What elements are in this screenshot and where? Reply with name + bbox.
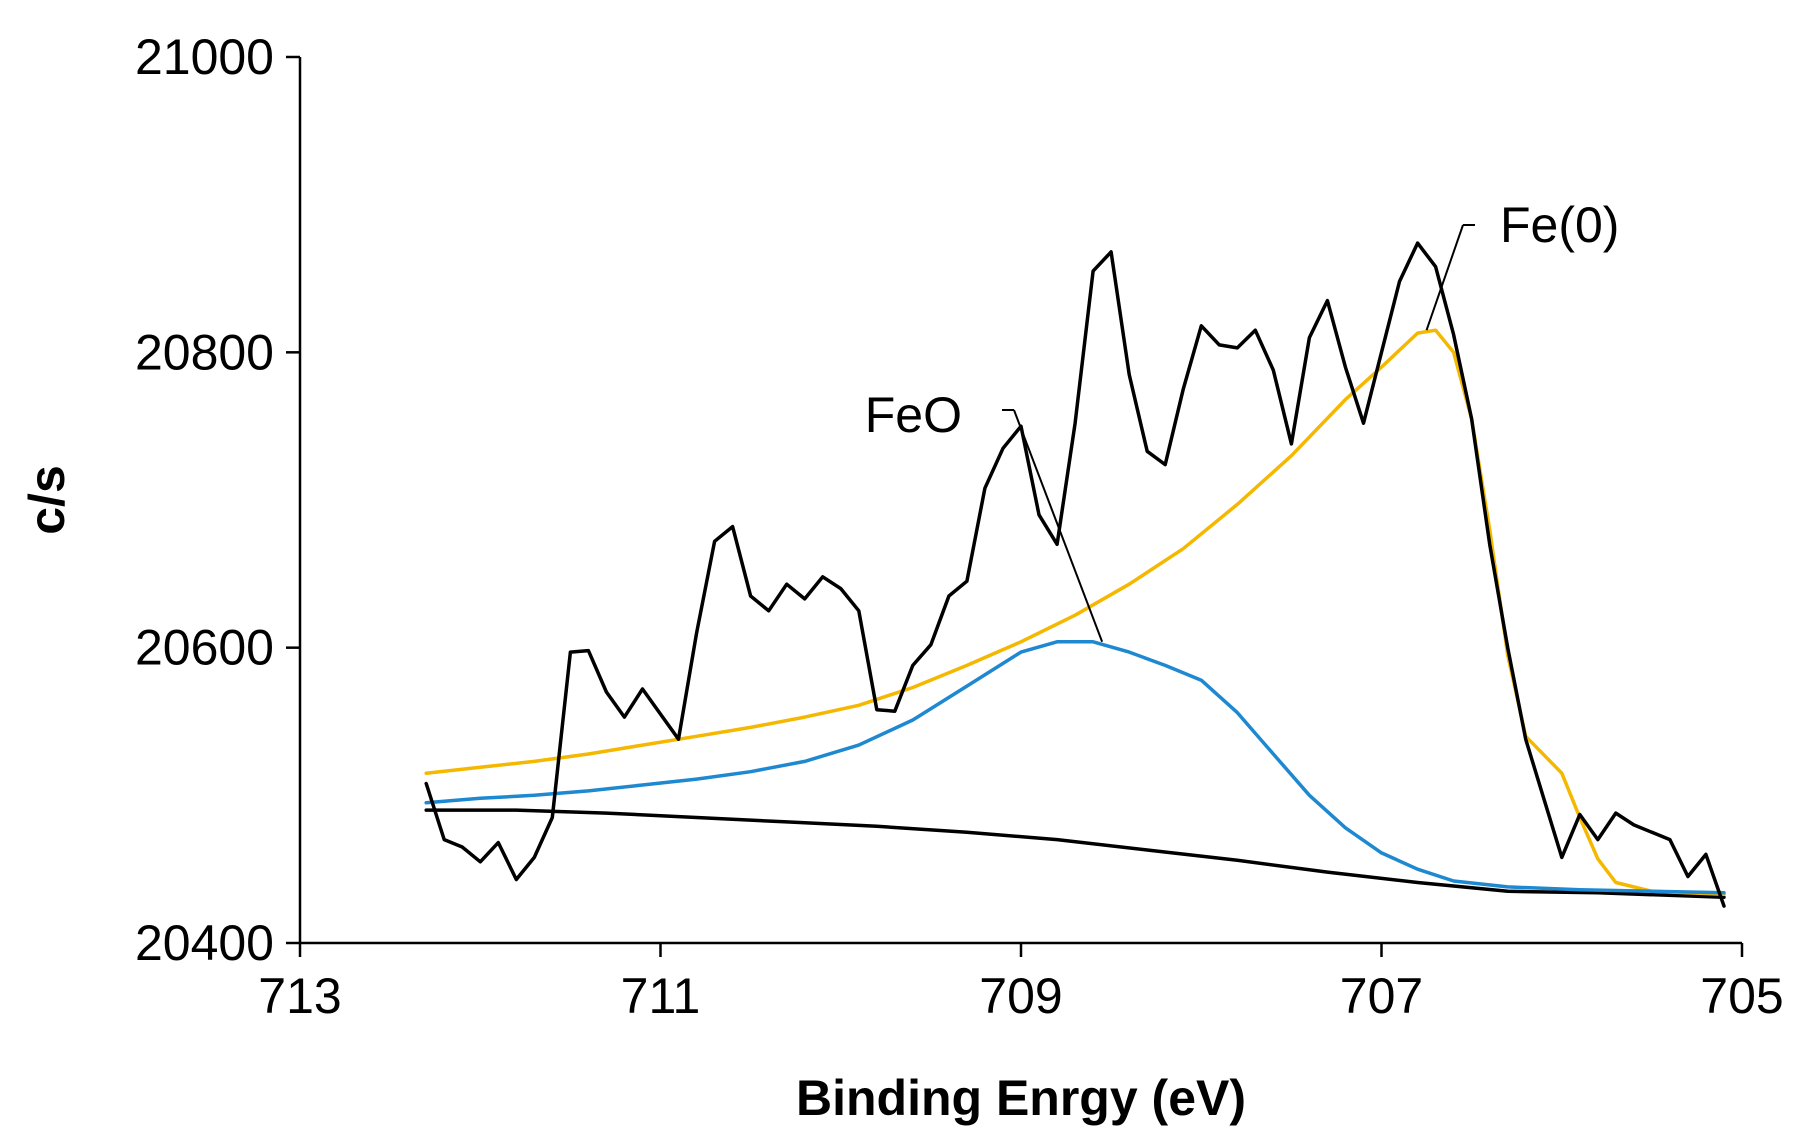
feo-leader-line [1013, 409, 1104, 643]
x-tick-label: 711 [621, 968, 701, 1024]
series-measured-line [424, 241, 1726, 908]
fe0-leader-line [1425, 224, 1464, 331]
y-tick-label: 20400 [135, 915, 274, 971]
x-tick-label: 705 [1700, 968, 1783, 1024]
x-tick-label: 713 [258, 968, 341, 1024]
series-layer [424, 241, 1726, 908]
y-tick-label: 20600 [135, 620, 274, 676]
x-axis-title: Binding Enrgy (eV) [796, 1070, 1246, 1126]
x-tick-label: 709 [979, 968, 1062, 1024]
feo-annotation: FeO [865, 387, 962, 443]
series-fe-0-line [424, 328, 1726, 897]
x-tick-label: 707 [1340, 968, 1423, 1024]
y-tick-label: 21000 [135, 29, 274, 85]
y-axis-title: c/s [19, 465, 75, 535]
series-background-line [424, 808, 1726, 899]
y-ticks: 20400 20600 20800 21000 [135, 29, 300, 971]
y-tick-label: 20800 [135, 324, 274, 380]
annotation-layer: FeO Fe(0) [865, 197, 1619, 643]
x-ticks: 713 711 709 707 705 [258, 943, 1784, 1024]
series-feo-line [424, 640, 1726, 895]
fe0-annotation: Fe(0) [1500, 197, 1619, 253]
